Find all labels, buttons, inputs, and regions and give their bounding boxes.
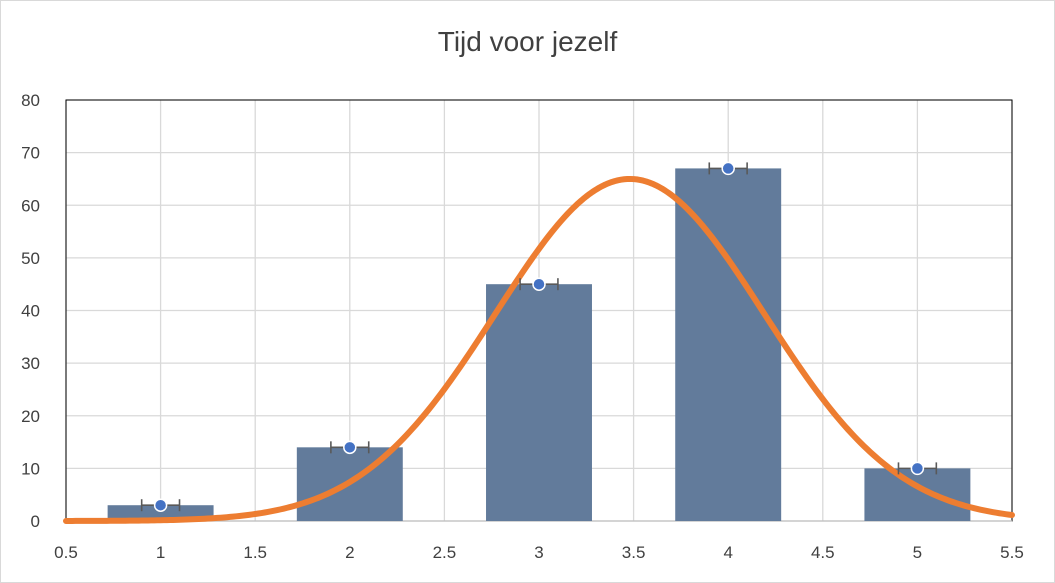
y-tick-label: 70 [21,144,40,163]
y-tick-label: 50 [21,249,40,268]
x-tick-label: 4.5 [811,543,835,562]
point-series [153,161,925,512]
y-tick-label: 60 [21,196,40,215]
x-tick-label: 2.5 [433,543,457,562]
data-point [343,440,357,455]
y-tick-label: 20 [21,407,40,426]
x-tick-label: 5.5 [1000,543,1024,562]
x-tick-label: 1 [156,543,165,562]
x-tick-label: 1.5 [243,543,267,562]
x-tick-label: 2 [345,543,354,562]
y-tick-label: 40 [21,302,40,321]
bar [486,284,592,521]
grid-lines [65,99,1013,522]
y-tick-label: 30 [21,354,40,373]
y-tick-label: 80 [21,91,40,110]
bar-series [107,168,971,521]
normal-curve [63,175,1015,524]
bar [864,468,971,521]
bar [675,168,782,521]
data-point [910,461,925,476]
y-tick-label: 0 [31,512,40,531]
data-point [153,498,168,512]
y-tick-label: 10 [21,459,40,478]
x-tick-label: 4 [723,543,732,562]
y-axis-labels: 0 10 20 30 40 50 60 70 80 [21,91,40,531]
data-point [721,161,735,176]
normal-curve-series [63,175,1015,524]
x-tick-label: 0.5 [54,543,78,562]
data-point [532,277,546,291]
x-axis-labels: 0.5 1 1.5 2 2.5 3 3.5 4 4.5 5 5.5 [54,543,1024,562]
x-tick-label: 3 [534,543,543,562]
chart-title: Tijd voor jezelf [437,26,618,57]
x-tick-label: 5 [913,543,922,562]
x-tick-label: 3.5 [622,543,646,562]
